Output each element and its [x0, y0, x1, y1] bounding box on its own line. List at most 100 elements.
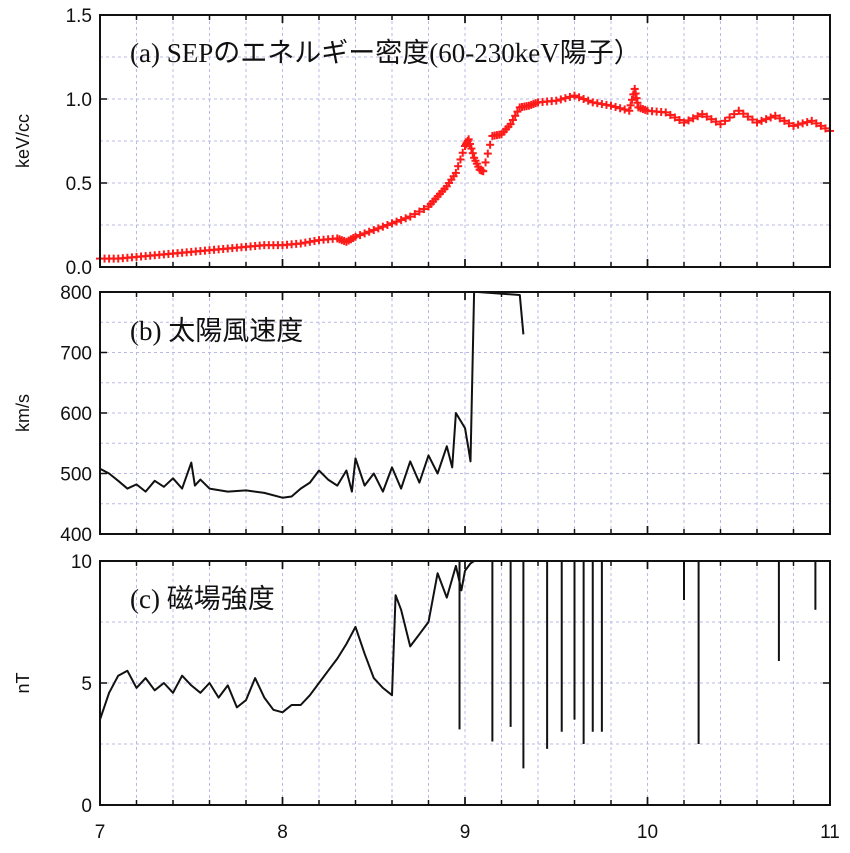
sep-data-point	[807, 116, 816, 125]
panel-a-y-axis: 0.0 0.5 1.0 1.5	[66, 6, 830, 279]
sep-data-point	[762, 115, 771, 124]
y-tick-label: 800	[60, 283, 92, 304]
x-tick-label: 8	[277, 822, 288, 843]
y-tick-label: 400	[60, 525, 92, 546]
x-tick-label: 9	[460, 822, 471, 843]
sep-data-point	[775, 114, 784, 123]
panel-a-grid	[100, 15, 830, 267]
sep-data-point	[707, 115, 716, 124]
sep-data-point	[716, 120, 725, 129]
sep-data-point	[743, 112, 752, 121]
sep-data-point	[680, 118, 688, 127]
sep-data-point	[506, 120, 515, 129]
sep-data-point	[730, 110, 739, 119]
sep-data-point	[369, 226, 378, 235]
sep-data-point	[356, 231, 365, 240]
sep-data-point	[419, 205, 428, 214]
panel-b-series-line	[99, 291, 525, 499]
sep-data-point	[711, 117, 720, 126]
sep-data-point	[698, 110, 707, 119]
sep-data-point	[378, 222, 387, 231]
y-tick-label: 1.0	[66, 90, 92, 111]
sep-data-point	[458, 148, 467, 157]
sep-data-point	[784, 119, 793, 128]
sep-data-point	[561, 94, 570, 103]
panel-c: 0 5 10 (c) 磁場強度 nT	[13, 552, 831, 817]
y-tick-label: 0.5	[66, 174, 92, 195]
sep-data-point	[666, 110, 675, 119]
x-tick-label: 7	[95, 822, 106, 843]
y-tick-label: 600	[60, 404, 92, 425]
panel-c-title: (c) 磁場強度	[130, 584, 275, 614]
sep-data-point	[584, 96, 593, 105]
panel-b-y-axis: 400 500 600 700 800	[60, 283, 830, 546]
sep-data-point	[479, 167, 488, 176]
sep-data-point	[556, 95, 565, 104]
x-tick-label: 10	[637, 822, 658, 843]
y-tick-label: 5	[81, 674, 92, 695]
panel-b-data-layer	[99, 291, 525, 499]
sep-data-point	[821, 124, 830, 133]
panel-a-ylabel: keV/cc	[13, 114, 33, 168]
sep-data-point	[454, 162, 463, 171]
sep-data-point	[620, 105, 629, 114]
sep-data-point	[351, 232, 360, 241]
sep-data-point	[565, 92, 574, 101]
sep-data-point	[481, 158, 490, 167]
sep-data-point	[513, 107, 522, 116]
sep-data-point	[456, 155, 465, 164]
y-tick-label: 10	[71, 552, 92, 573]
sep-data-point	[803, 118, 812, 127]
sep-data-point	[451, 168, 460, 177]
sep-data-point	[575, 93, 584, 102]
panel-c-y-axis: 0 5 10	[71, 552, 830, 817]
sep-data-point	[748, 115, 757, 124]
sep-data-point	[725, 113, 734, 122]
sep-data-point	[579, 95, 588, 103]
x-tick-label: 11	[820, 822, 840, 843]
sep-data-point	[388, 219, 396, 228]
sep-data-point	[780, 116, 789, 125]
sep-data-point	[734, 106, 743, 115]
sep-data-point	[626, 101, 635, 110]
sep-data-point	[570, 91, 579, 100]
panel-a-title: (a) SEPのエネルギー密度(60-230keV陽子）	[130, 38, 641, 68]
sep-data-point	[816, 121, 825, 130]
y-tick-label: 500	[60, 465, 92, 486]
sep-data-point	[675, 116, 684, 124]
sep-data-point	[464, 135, 473, 144]
sep-data-point	[415, 207, 424, 216]
sep-data-point	[468, 149, 477, 158]
panel-b: 400 500 600 700 800 (b) 太陽風速度 km/s	[13, 283, 831, 546]
x-axis: 7 8 9 10 11	[95, 822, 840, 843]
sep-data-point	[661, 108, 670, 117]
sep-data-point	[757, 116, 766, 125]
sep-data-point	[410, 210, 419, 219]
sep-data-point	[365, 227, 374, 236]
sep-data-point	[611, 102, 620, 111]
sep-data-point	[627, 95, 636, 104]
sep-data-point	[552, 96, 561, 105]
sep-data-point	[812, 119, 821, 128]
sep-data-point	[753, 118, 761, 127]
sep-data-point	[739, 109, 748, 118]
panel-b-title: (b) 太陽風速度	[130, 316, 303, 346]
sep-data-point	[467, 144, 476, 153]
y-tick-label: 700	[60, 344, 92, 365]
panel-a: 0.0 0.5 1.0 1.5 (a) SEPのエネルギー密度(60-230keV陽子…	[13, 6, 834, 279]
sep-data-point	[511, 111, 520, 120]
sep-data-point	[486, 140, 495, 149]
panel-c-ylabel: nT	[13, 672, 33, 693]
sep-data-point	[789, 121, 798, 130]
sep-data-point	[406, 212, 415, 221]
panel-b-ylabel: km/s	[13, 394, 33, 432]
sep-data-point	[607, 101, 615, 110]
y-tick-label: 0	[81, 796, 92, 817]
sep-data-point	[466, 139, 475, 148]
sep-data-point	[766, 113, 775, 122]
sep-data-point	[702, 112, 711, 121]
sep-data-point	[401, 214, 410, 223]
sep-data-point	[383, 221, 392, 229]
sep-data-point	[616, 104, 625, 113]
